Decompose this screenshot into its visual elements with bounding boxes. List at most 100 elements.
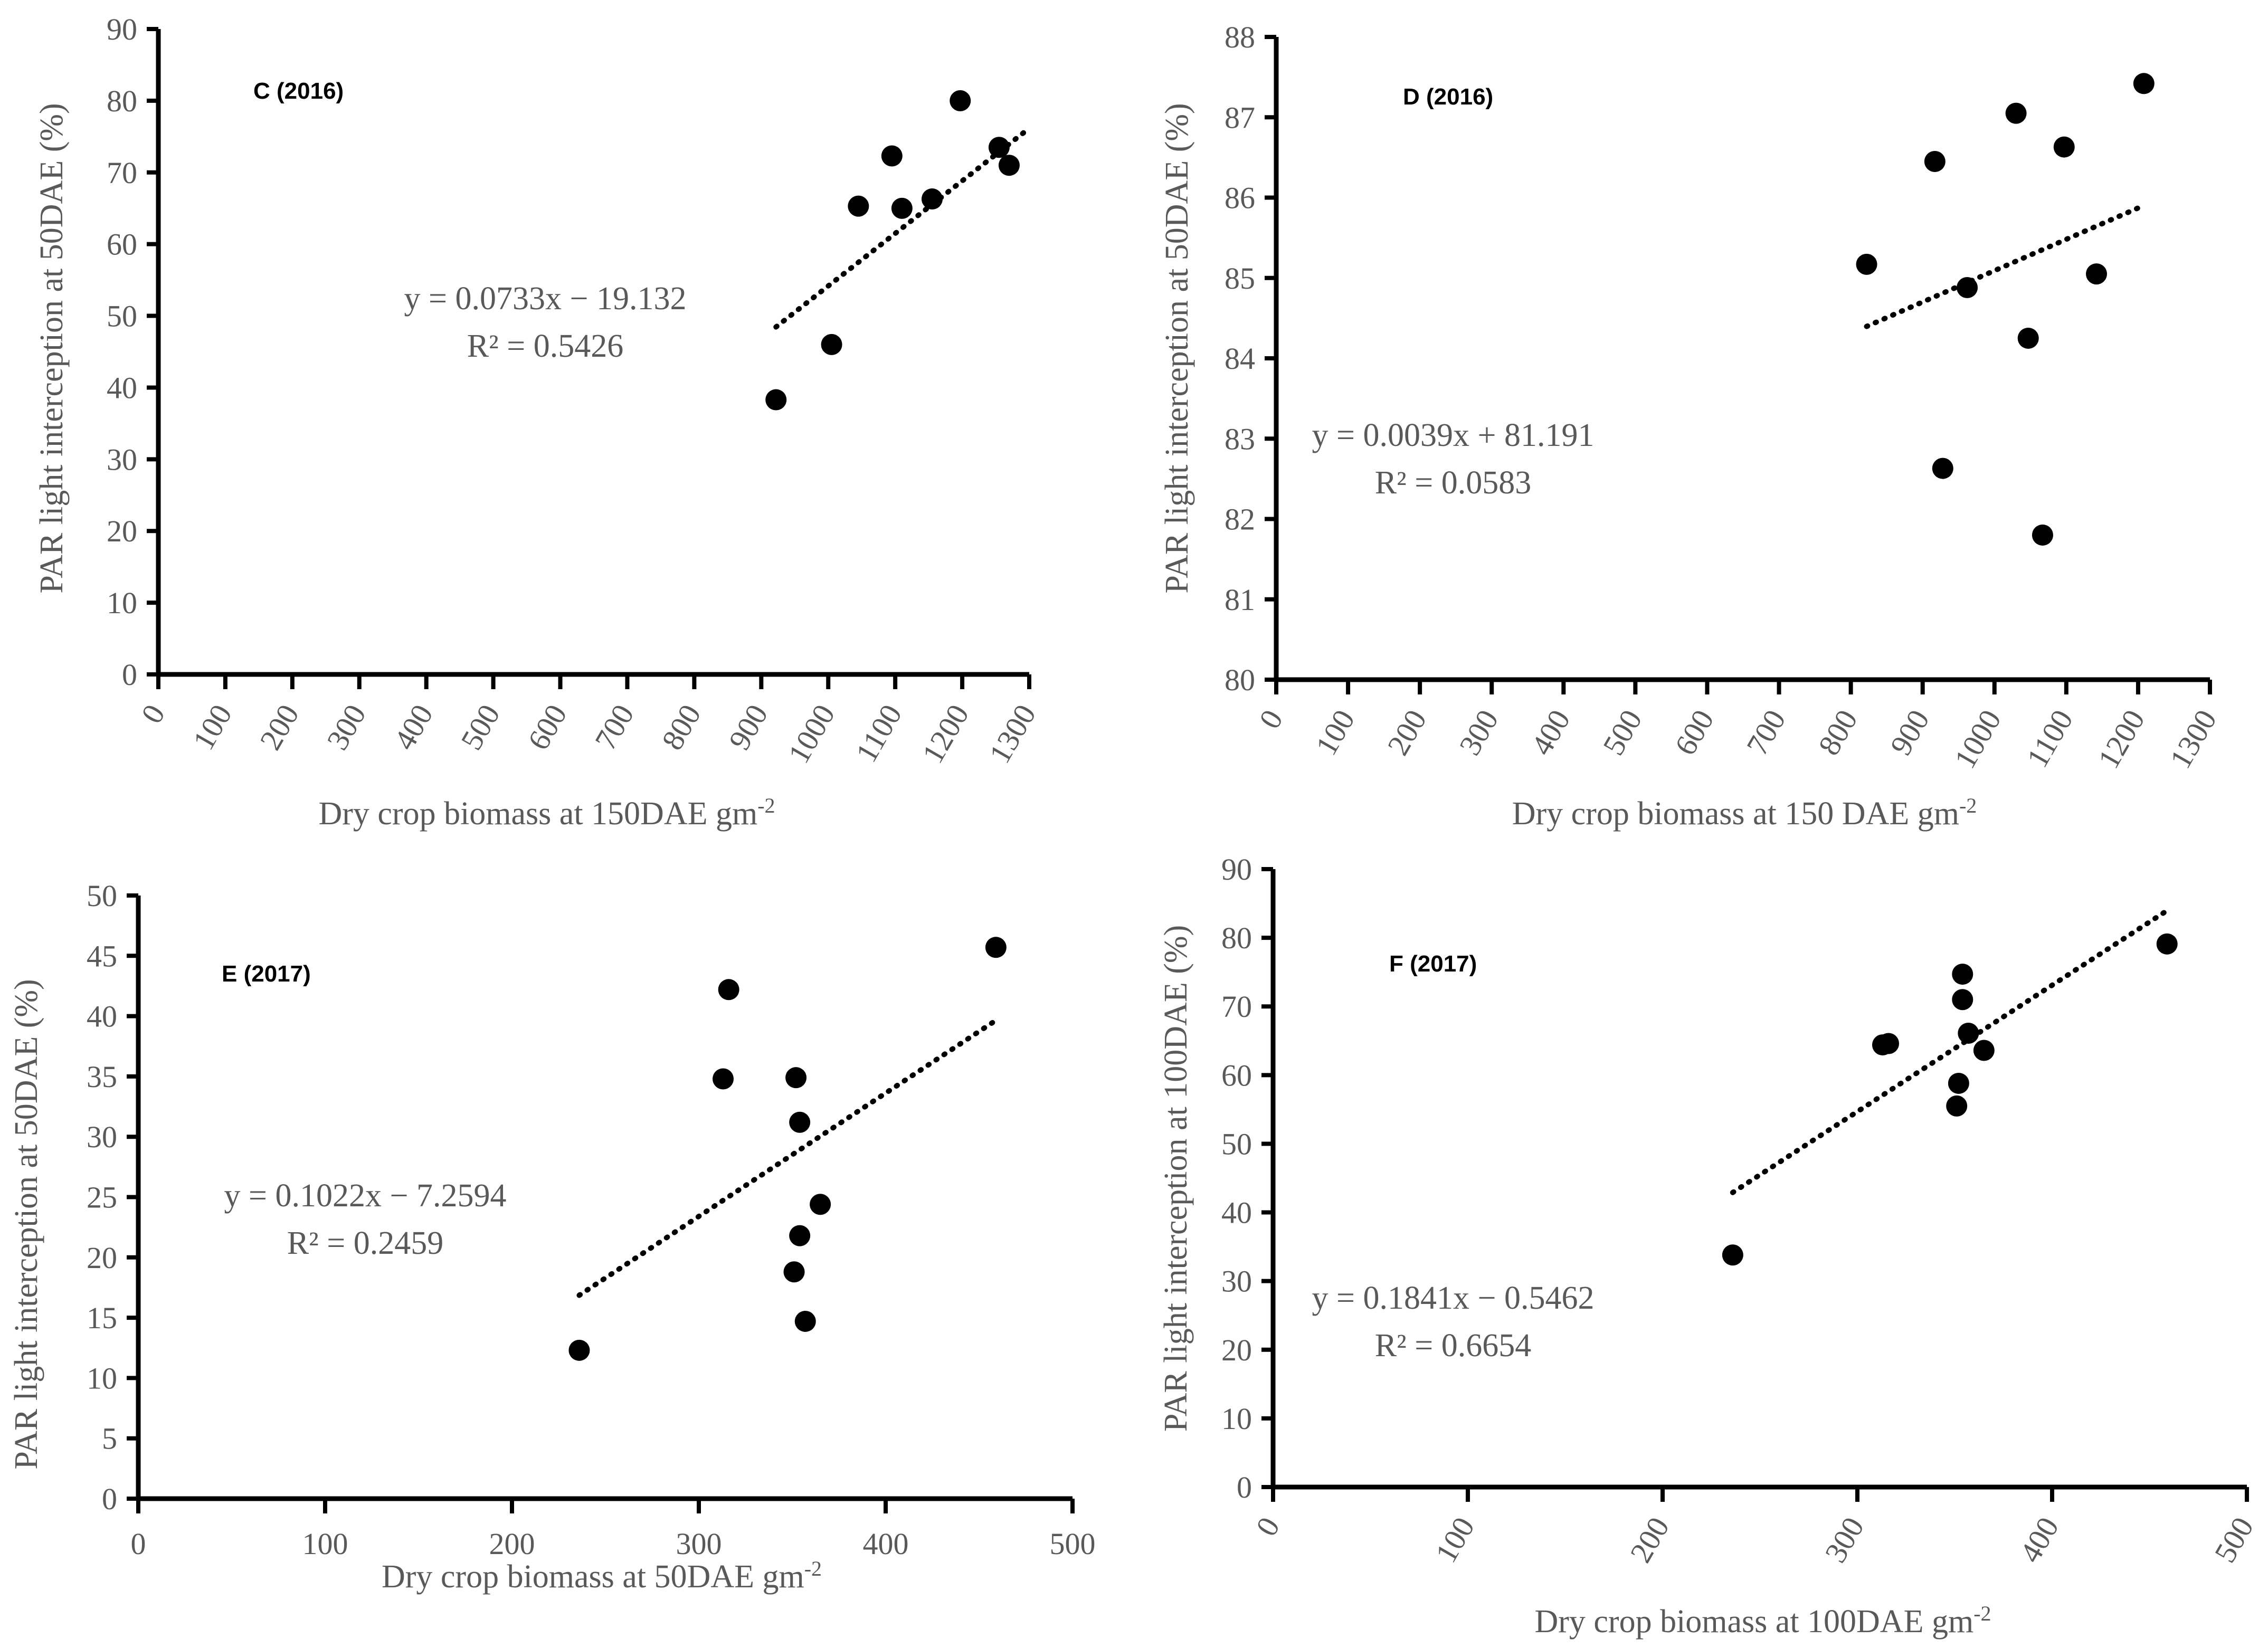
y-tick-label: 80 [1225,663,1255,697]
data-point [881,145,903,167]
x-tick-label: 500 [1050,1527,1096,1561]
y-axis-label: PAR light interception at 100DAE (%) [1158,925,1194,1432]
trendline-equation: y = 0.0039x + 81.191 [1312,417,1595,453]
x-tick-label: 200 [489,1527,535,1561]
y-tick-label: 0 [122,658,137,692]
y-tick-label: 88 [1225,20,1255,54]
data-point [783,1261,805,1283]
x-axis-label-text: Dry crop biomass at 150 DAE gm [1512,796,1959,832]
x-axis-label: Dry crop biomass at 50DAE gm-2 [382,1557,822,1595]
data-point [785,1067,807,1089]
y-tick-label: 87 [1225,100,1255,135]
trendline-equation: y = 0.0733x − 19.132 [404,281,687,317]
y-axis-label: PAR light interception at 50DAE (%) [8,979,44,1469]
y-tick-label: 70 [107,156,137,190]
data-point [891,197,913,219]
y-tick-label: 50 [107,299,137,334]
panel-title: D (2016) [1403,84,1493,110]
trendline [1730,908,2170,1195]
data-point [1932,458,1953,479]
r-squared-label: R² = 0.2459 [287,1225,443,1261]
y-tick-label: 85 [1225,261,1255,296]
y-tick-label: 81 [1225,583,1255,617]
y-tick-label: 25 [87,1180,117,1215]
data-point [794,1310,816,1332]
data-point [988,137,1010,158]
data-point [921,188,943,210]
panel-title: F (2017) [1389,951,1477,977]
y-tick-label: 82 [1225,502,1255,537]
data-point [985,937,1007,958]
y-tick-label: 90 [107,12,137,46]
data-point [1957,277,1978,299]
trendline [1864,205,2141,329]
data-point [1856,253,1877,275]
x-tick-label: 400 [863,1527,909,1561]
x-tick-label: 300 [676,1527,722,1561]
y-tick-label: 60 [107,227,137,262]
data-point [789,1111,811,1133]
data-point [998,155,1020,176]
data-point [1924,150,1946,172]
r-squared-label: R² = 0.6654 [1375,1328,1531,1364]
data-point [765,389,787,411]
y-tick-label: 10 [107,586,137,620]
data-point [2156,933,2178,955]
data-point [713,1068,734,1090]
y-tick-label: 83 [1225,422,1255,456]
data-point [1948,1072,1969,1094]
data-point [1722,1244,1743,1266]
x-axis-label: Dry crop biomass at 150DAE gm-2 [318,794,775,832]
y-tick-label: 30 [1221,1264,1252,1299]
data-point [1946,1095,1968,1117]
y-tick-label: 20 [1221,1333,1252,1367]
data-point [718,979,739,1001]
x-axis-label-sup: -2 [1959,794,1977,817]
data-point [810,1194,831,1215]
data-point [1952,989,1973,1011]
data-point [2032,524,2053,546]
panel-f: F (2017) y = 0.1841x − 0.5462 R² = 0.665… [1158,852,2260,1640]
y-tick-label: 40 [107,370,137,405]
x-tick-label: 0 [131,1527,146,1561]
y-tick-label: 80 [107,84,137,118]
x-axis-label-sup: -2 [804,1557,822,1580]
trendline-equation: y = 0.1841x − 0.5462 [1312,1280,1595,1316]
y-tick-label: 40 [1221,1196,1252,1230]
data-point [848,195,869,217]
data-point [2085,263,2107,285]
data-point [2017,327,2039,349]
panel-title: C (2016) [253,78,344,104]
trendline [576,1017,999,1298]
y-tick-label: 90 [1221,852,1252,887]
y-axis-label: PAR light interception at 50DAE (%) [1159,103,1195,593]
data-point [568,1339,590,1361]
data-point [950,90,971,111]
x-axis-label-text: Dry crop biomass at 50DAE gm [382,1559,804,1595]
y-tick-label: 20 [107,514,137,548]
y-tick-label: 35 [87,1060,117,1094]
x-axis-label: Dry crop biomass at 150 DAE gm-2 [1512,794,1977,832]
y-tick-label: 86 [1225,181,1255,215]
panel-title: E (2017) [222,961,311,987]
y-tick-label: 40 [87,999,117,1034]
r-squared-label: R² = 0.0583 [1375,465,1531,501]
data-point [2133,73,2155,94]
trendline [773,126,1032,330]
data-point [2005,102,2027,124]
y-axis-label: PAR light interception at 50DAE (%) [34,103,70,593]
data-point [1958,1022,1979,1044]
data-point [2053,136,2075,158]
y-tick-label: 60 [1221,1058,1252,1092]
data-point [821,334,842,355]
data-point [789,1225,811,1246]
data-point [1878,1033,1900,1054]
y-tick-label: 20 [87,1241,117,1275]
x-axis-label-sup: -2 [1973,1602,1991,1625]
y-tick-label: 15 [87,1301,117,1335]
x-axis-label: Dry crop biomass at 100DAE gm-2 [1534,1602,1991,1640]
y-tick-label: 10 [87,1361,117,1395]
y-tick-label: 70 [1221,989,1252,1024]
data-point [1973,1040,1995,1061]
